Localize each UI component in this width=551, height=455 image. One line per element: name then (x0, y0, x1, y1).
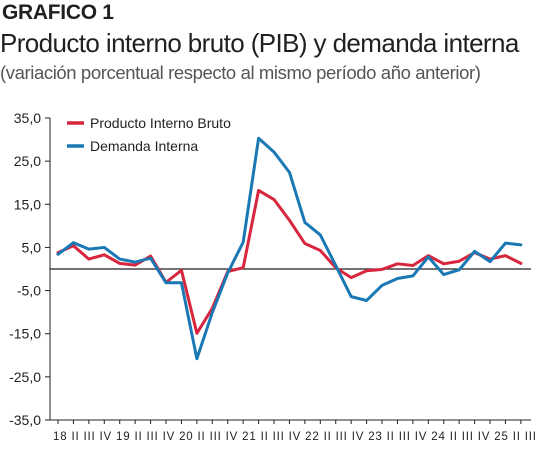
legend: Producto Interno Bruto Demanda Interna (67, 115, 231, 154)
chart-subtitle: (variación porcentual respecto al mismo … (0, 62, 481, 83)
y-tick-label: 25,0 (14, 153, 41, 169)
chart-label: GRAFICO 1 (2, 1, 114, 24)
legend-label: Demanda Interna (90, 138, 198, 154)
y-axis: 35,0 25,0 15,0 5,0 -5,0 -15,0 -25,0 -35,0 (9, 110, 51, 428)
y-tick-label: 35,0 (14, 110, 41, 126)
series-line-demanda-interna (56, 136, 523, 361)
y-tick-label: -5,0 (17, 283, 41, 299)
series-lines (56, 136, 523, 361)
y-tick-label: -25,0 (9, 369, 41, 385)
legend-label: Producto Interno Bruto (90, 115, 231, 131)
series-line-pib (56, 188, 523, 335)
y-tick-label: 15,0 (14, 196, 41, 212)
chart-title: Producto interno bruto (PIB) y demanda i… (0, 28, 519, 58)
x-axis: 18 II III IV 19 II III IV 20 II III IV 2… (50, 419, 536, 443)
y-tick-label: 5,0 (22, 239, 42, 255)
y-tick-label: -35,0 (9, 412, 41, 428)
x-tick-labels: 18 II III IV 19 II III IV 20 II III IV 2… (53, 431, 536, 443)
y-tick-label: -15,0 (9, 326, 41, 342)
